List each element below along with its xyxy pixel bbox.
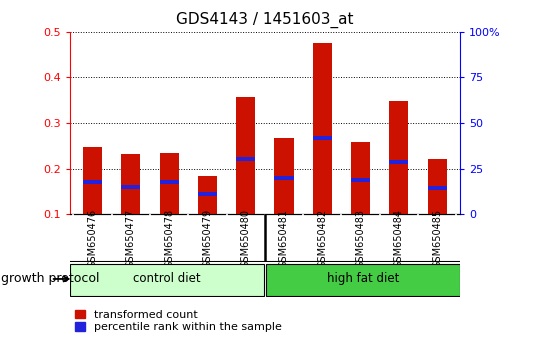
Bar (121, 154, 140, 214)
Bar (159, 180, 179, 184)
Text: GSM650485: GSM650485 (432, 209, 442, 268)
Text: growth protocol: growth protocol (2, 273, 100, 285)
Bar (427, 186, 447, 190)
Bar (236, 156, 255, 161)
Text: GSM650483: GSM650483 (356, 209, 365, 268)
Text: GSM650476: GSM650476 (88, 209, 97, 268)
Bar (83, 147, 102, 214)
Bar (312, 136, 332, 139)
Bar (274, 176, 294, 180)
Text: GSM650484: GSM650484 (394, 209, 404, 268)
Text: GSM650482: GSM650482 (317, 209, 327, 268)
Bar (312, 43, 332, 214)
Bar (83, 180, 102, 184)
Bar (198, 176, 217, 214)
Bar (274, 138, 294, 214)
Legend: transformed count, percentile rank within the sample: transformed count, percentile rank withi… (75, 310, 282, 332)
Text: GSM650481: GSM650481 (279, 209, 289, 268)
Text: high fat diet: high fat diet (327, 273, 400, 285)
Text: GSM650479: GSM650479 (202, 209, 212, 268)
Bar (198, 192, 217, 196)
FancyBboxPatch shape (266, 264, 460, 296)
Bar (351, 142, 370, 214)
Text: GSM650480: GSM650480 (241, 209, 251, 268)
Text: GSM650477: GSM650477 (126, 209, 136, 268)
Bar (236, 97, 255, 214)
Bar (427, 159, 447, 214)
Bar (159, 153, 179, 214)
Text: GSM650478: GSM650478 (164, 209, 174, 268)
Bar (389, 101, 408, 214)
Bar (389, 160, 408, 164)
Bar (351, 178, 370, 182)
Text: control diet: control diet (133, 273, 200, 285)
Title: GDS4143 / 1451603_at: GDS4143 / 1451603_at (176, 12, 354, 28)
Bar (121, 185, 140, 189)
FancyBboxPatch shape (70, 264, 264, 296)
